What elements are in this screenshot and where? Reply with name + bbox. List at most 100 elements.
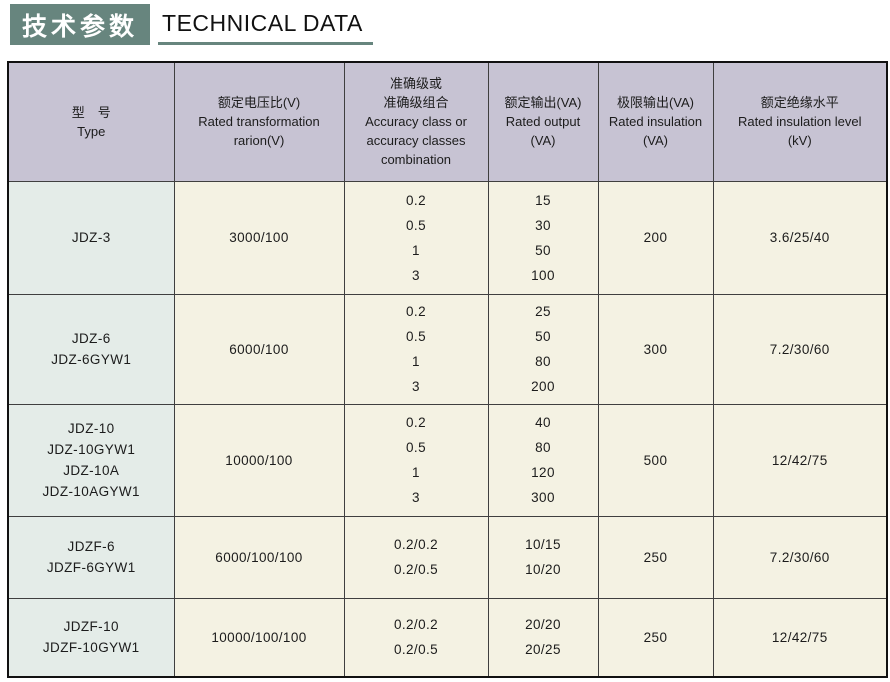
- cell-type: JDZF-6 JDZF-6GYW1: [7, 515, 175, 599]
- column-header-output: 额定输出(VA) Rated output (VA): [487, 61, 599, 182]
- cell-line: JDZF-10GYW1: [42, 640, 140, 656]
- header-line: Rated insulation level: [737, 114, 862, 130]
- cell-type: JDZ-10 JDZ-10GYW1 JDZ-10A JDZ-10AGYW1: [7, 403, 175, 517]
- table-row: JDZF-10 JDZF-10GYW1 10000/100/100 0.2/0.2 0.…: [7, 597, 888, 678]
- cell-accuracy: 0.2/0.2 0.2/0.5: [343, 597, 489, 678]
- cell-line: 0.2: [406, 415, 426, 430]
- header-line: Type: [77, 123, 106, 139]
- cell-limit: 300: [597, 293, 714, 405]
- cell-line: JDZ-6: [71, 331, 111, 346]
- cell-line: 20/20: [525, 617, 561, 633]
- header-line: (VA): [642, 133, 669, 149]
- cell-line: 3: [412, 379, 420, 394]
- page-title: 技术参数 TECHNICAL DATA: [10, 4, 890, 45]
- column-header-accuracy: 准确级或准确级组合 Accuracy class or accuracy class…: [343, 61, 489, 182]
- cell-line: JDZ-10AGYW1: [42, 484, 140, 499]
- cell-line: 0.2: [406, 304, 426, 319]
- cell-line: 120: [531, 465, 555, 480]
- cell-line: 80: [535, 440, 551, 455]
- cell-output: 20/20 20/25: [487, 597, 599, 678]
- cell-accuracy: 0.2 0.5 1 3: [343, 403, 489, 517]
- cell-line: 10/20: [525, 562, 561, 577]
- cell-limit: 250: [597, 515, 714, 599]
- cell-line: 10/15: [525, 537, 561, 552]
- cell-type: JDZ-6 JDZ-6GYW1: [7, 293, 175, 405]
- cell-line: 1: [412, 354, 420, 369]
- cell-accuracy: 0.2 0.5 1 3: [343, 180, 489, 295]
- cell-line: 0.2/0.5: [393, 642, 439, 658]
- header-line: (VA): [530, 133, 556, 149]
- cell-line: JDZF-6: [67, 539, 115, 554]
- cell-line: 0.5: [406, 217, 426, 233]
- cell-line: 0.5: [406, 440, 426, 455]
- cell-ratio: 6000/100: [173, 293, 345, 405]
- cell-output: 15 30 50 100: [487, 180, 599, 295]
- title-english: TECHNICAL DATA: [158, 4, 373, 45]
- header-line: combination: [380, 152, 452, 168]
- cell-line: 50: [535, 329, 551, 344]
- header-line: accuracy classes: [366, 133, 466, 149]
- header-line: 额定输出(VA): [504, 95, 582, 111]
- cell-line: 1: [412, 242, 420, 258]
- header-line: Rated insulation: [608, 114, 703, 130]
- cell-line: JDZ-3: [71, 230, 111, 245]
- column-header-insulation: 额定绝缘水平 Rated insulation level (kV): [712, 61, 888, 182]
- title-chinese: 技术参数: [10, 4, 151, 45]
- cell-line: 0.2: [406, 192, 426, 208]
- cell-line: 40: [535, 415, 551, 430]
- column-header-ratio: 额定电压比(V) Rated transformation rarion(V): [173, 61, 345, 182]
- cell-line: 0.2/0.2: [393, 617, 439, 633]
- cell-insulation: 12/42/75: [712, 403, 888, 517]
- cell-insulation: 3.6/25/40: [712, 180, 888, 295]
- header-line: 准确级组合: [383, 95, 449, 111]
- cell-line: 100: [531, 267, 555, 283]
- cell-insulation: 7.2/30/60: [712, 293, 888, 405]
- header-line: Rated transformation: [198, 114, 320, 130]
- cell-line: JDZF-10: [63, 619, 119, 635]
- cell-output: 40 80 120 300: [487, 403, 599, 517]
- table-row: JDZ-3 3000/100 0.2 0.5 1 3 15 30 50 100 200 3.6/25/…: [7, 180, 888, 295]
- cell-accuracy: 0.2 0.5 1 3: [343, 293, 489, 405]
- cell-line: 200: [531, 379, 555, 394]
- header-line: Accuracy class or: [365, 114, 467, 130]
- cell-ratio: 10000/100/100: [173, 597, 345, 678]
- cell-output: 25 50 80 200: [487, 293, 599, 405]
- cell-output: 10/15 10/20: [487, 515, 599, 599]
- cell-line: JDZ-6GYW1: [51, 352, 132, 367]
- cell-ratio: 6000/100/100: [173, 515, 345, 599]
- header-line: 额定绝缘水平: [760, 95, 839, 111]
- cell-insulation: 12/42/75: [712, 597, 888, 678]
- table-row: JDZ-10 JDZ-10GYW1 JDZ-10A JDZ-10AGYW1 10000/…: [7, 403, 888, 517]
- cell-line: JDZ-10GYW1: [47, 442, 136, 457]
- cell-line: 1: [412, 465, 420, 480]
- cell-accuracy: 0.2/0.2 0.2/0.5: [343, 515, 489, 599]
- cell-line: 30: [535, 217, 551, 233]
- cell-limit: 250: [597, 597, 714, 678]
- cell-line: 0.2/0.2: [393, 537, 439, 552]
- column-header-limit: 极限输出(VA) Rated insulation (VA): [597, 61, 714, 182]
- header-line: 额定电压比(V): [217, 95, 301, 111]
- cell-type: JDZ-3: [7, 180, 175, 295]
- table-body: JDZ-3 3000/100 0.2 0.5 1 3 15 30 50 100 200 3.6/25/…: [7, 180, 888, 678]
- header-line: rarion(V): [233, 133, 285, 149]
- cell-line: 15: [535, 192, 551, 208]
- header-line: 准确级或: [389, 76, 442, 92]
- cell-limit: 200: [597, 180, 714, 295]
- cell-line: JDZ-10: [67, 421, 115, 436]
- cell-line: 0.2/0.5: [393, 562, 439, 577]
- header-line: 极限输出(VA): [616, 95, 695, 111]
- header-line: Rated output: [505, 114, 581, 130]
- cell-limit: 500: [597, 403, 714, 517]
- cell-line: 80: [535, 354, 551, 369]
- cell-ratio: 10000/100: [173, 403, 345, 517]
- cell-insulation: 7.2/30/60: [712, 515, 888, 599]
- header-line: (kV): [787, 133, 812, 149]
- cell-line: 25: [535, 304, 551, 319]
- table-row: JDZF-6 JDZF-6GYW1 6000/100/100 0.2/0.2 0.2/0…: [7, 515, 888, 599]
- column-header-type: 型 号 Type: [7, 61, 175, 182]
- cell-line: JDZF-6GYW1: [46, 560, 136, 575]
- technical-data-table: 型 号 Type 额定电压比(V) Rated transformation rario…: [7, 61, 888, 678]
- table-row: JDZ-6 JDZ-6GYW1 6000/100 0.2 0.5 1 3 25 50 80 200 3…: [7, 293, 888, 405]
- cell-line: 3: [412, 490, 420, 505]
